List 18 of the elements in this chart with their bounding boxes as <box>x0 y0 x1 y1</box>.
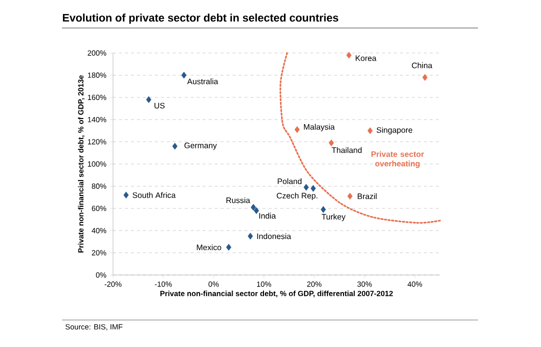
point <box>320 206 326 213</box>
point <box>146 96 152 104</box>
point <box>226 244 232 251</box>
point <box>254 207 259 214</box>
point <box>346 52 352 59</box>
point <box>181 72 187 79</box>
point <box>422 74 428 81</box>
point <box>123 192 129 198</box>
point <box>172 142 178 150</box>
point <box>347 192 353 200</box>
point <box>250 204 256 211</box>
point <box>248 232 253 240</box>
point <box>367 127 373 134</box>
chart-title: Evolution of private sector debt in selected countries <box>62 14 338 24</box>
point <box>294 126 300 133</box>
point <box>310 185 316 192</box>
point <box>328 140 334 146</box>
point <box>304 184 309 191</box>
